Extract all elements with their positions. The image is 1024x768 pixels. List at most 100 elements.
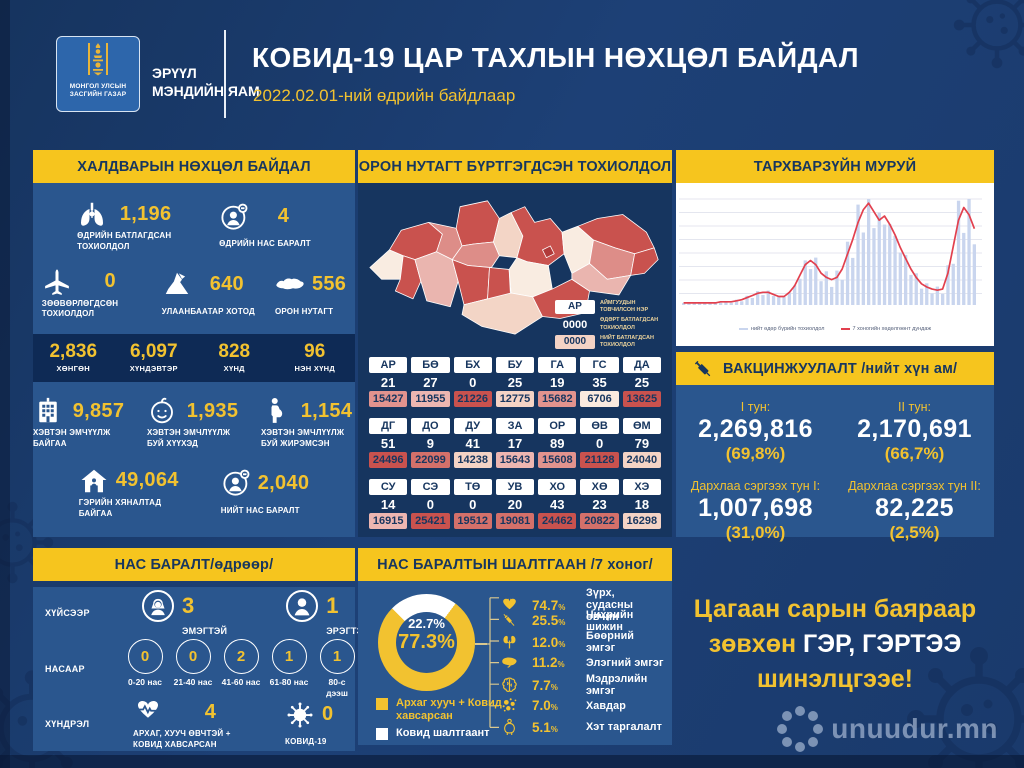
region-total-count: 20822 <box>580 513 619 529</box>
region-abbr: УВ <box>495 479 535 495</box>
region-daily-count: 18 <box>634 497 650 512</box>
region-total-count: 24040 <box>622 452 661 468</box>
severity-label: ХӨНГӨН <box>56 364 91 374</box>
stat-value: 4 <box>204 700 217 723</box>
soyombo-icon <box>88 43 108 76</box>
baby-icon <box>147 396 177 426</box>
age-count: 1 <box>319 639 355 674</box>
region-daily-count: 43 <box>550 497 565 512</box>
left-edge-strip <box>0 0 10 768</box>
region-daily-count: 27 <box>423 375 438 390</box>
dose-percent: (2,5%) <box>889 523 940 542</box>
message-line-1: Цагаан сарын баяраар <box>693 595 977 623</box>
vaccination-grid: I тун: 2,269,816 (69,8%) II тун: 2,170,691 (6… <box>676 385 994 543</box>
severity-value: 828 <box>218 341 251 363</box>
age-group: 0 0-20 нас <box>125 639 165 699</box>
region-abbr: ӨВ <box>580 418 619 434</box>
region-total-count: 19512 <box>453 513 492 529</box>
gender-stats: 3 ЭМЭГТЭЙ 1 ЭРЭГТЭЙ <box>107 589 370 637</box>
cause-bracket <box>484 597 499 728</box>
panel-causes-title: НАС БАРАЛТЫН ШАЛТГААН /7 хоног/ <box>358 548 672 581</box>
cause-label: Хавдар <box>586 699 626 712</box>
liver-icon <box>500 653 519 672</box>
donut-center-values: 22.7% 77.3% <box>378 616 475 653</box>
map-legend: АР АЙМГУУДЫН ТОВЧИЛСОН НЭР 0000 ӨДӨРТ БА… <box>555 300 666 349</box>
region-total-count: 15427 <box>369 391 408 407</box>
dose-count: 2,269,816 <box>698 415 813 443</box>
stat-value: 0 <box>322 703 334 726</box>
stat-label: КОВИД-19 <box>285 737 327 747</box>
region-abbr: ХЭ <box>622 479 661 495</box>
region-row: АР 21 15427 БӨ 27 11955 БХ 0 21226 БУ 25 12775 ГА 19 1… <box>369 357 661 407</box>
lungs-icon <box>77 199 107 229</box>
stat-value: 1,196 <box>119 202 172 225</box>
region-daily-count: 0 <box>469 375 477 390</box>
region-daily-count: 19 <box>550 375 565 390</box>
stat-value: 0 <box>104 270 116 293</box>
age-groups: 0 0-20 нас 0 21-40 нас 2 41-60 нас 1 61-80 нас 1… <box>107 639 357 699</box>
female-icon <box>141 589 175 623</box>
cause-label: Мэдрэлийн эмгэг <box>586 673 648 698</box>
region-cell: ХЭ 18 16298 <box>622 479 661 529</box>
stat-label: ЭМЭГТЭЙ <box>182 625 228 636</box>
region-cell: ДО 9 22099 <box>411 418 450 468</box>
stat: 640 УЛААНБААТАР ХОТОД <box>162 267 255 321</box>
donut-legend: Архаг хууч + Ковид хавсарсан Ковид шалтга… <box>376 697 516 741</box>
donut-legend-item: Архаг хууч + Ковид хавсарсан <box>376 697 516 722</box>
holiday-message: Цагаан сарын баяраар зөвхөн ГЭР, ГЭРТЭЭ … <box>676 592 994 697</box>
vaccination-dose: Дархлаа сэргээх тун I: 1,007,698 (31,0%) <box>676 479 835 543</box>
death-person-icon <box>221 468 251 498</box>
region-cell: ХО 43 24462 <box>538 479 577 529</box>
watermark: unuudur.mn <box>777 706 998 752</box>
region-cell: ГА 19 15682 <box>538 357 577 407</box>
stat-value: 556 <box>311 272 347 295</box>
region-total-count: 16915 <box>369 513 408 529</box>
panel-regions: ОРОН НУТАГТ БҮРТГЭГДСЭН ТОХИОЛДОЛ <box>358 150 672 537</box>
government-logo-text: МОНГОЛ УЛСЫН ЗАСГИЙН ГАЗАР <box>69 83 127 99</box>
age-count: 0 <box>175 639 211 674</box>
stat-value: 9,857 <box>72 399 125 422</box>
region-daily-count: 20 <box>507 497 523 512</box>
cause-row: 12.0% Бөөрний эмгэг <box>500 630 664 654</box>
ministry-name: ЭРҮҮЛ МЭНДИЙН ЯАМ <box>152 65 260 100</box>
death-cause-donut-chart <box>378 594 475 691</box>
brain-icon <box>500 676 519 695</box>
region-daily-count: 41 <box>465 436 480 451</box>
region-cell: ДУ 41 14238 <box>453 418 492 468</box>
message-line-2: зөвхөн ГЭР, ГЭРТЭЭ <box>708 630 962 658</box>
region-daily-count: 79 <box>634 436 650 451</box>
age-range: 0-20 нас <box>128 677 162 687</box>
severity-value: 96 <box>304 341 326 363</box>
cause-row: 74.7% Зүрх, судасны өвчин <box>500 587 664 623</box>
cause-row: 7.7% Мэдрэлийн эмгэг <box>500 673 664 698</box>
stat: 49,064 ГЭРИЙН ХЯНАЛТАД БАЙГАА <box>79 466 179 520</box>
region-abbr: ОР <box>538 418 577 434</box>
region-total-count: 15682 <box>538 391 577 407</box>
monument-icon <box>162 269 192 299</box>
row-label-age: НАСААР <box>45 664 85 675</box>
plane-icon <box>42 267 72 297</box>
age-count: 1 <box>271 639 307 674</box>
stat-label: ГЭРИЙН ХЯНАЛТАД БАЙГАА <box>78 497 162 518</box>
region-daily-count: 9 <box>426 436 435 451</box>
stat-value: 49,064 <box>115 469 179 492</box>
stat-value: 2,040 <box>257 471 310 494</box>
severity-item: 2,836 ХӨНГӨН <box>33 341 114 373</box>
map-legend-total-box: 0000 <box>555 334 595 349</box>
region-abbr: БУ <box>495 357 535 373</box>
region-daily-count: 25 <box>634 375 650 390</box>
stat: 1,196 ӨДРИЙН БАТЛАГДСАН ТОХИОЛДОЛ <box>77 199 177 253</box>
diabetes-icon <box>500 611 519 630</box>
region-daily-count: 25 <box>507 375 523 390</box>
donut-hole <box>396 612 457 673</box>
severity-strip: 2,836 ХӨНГӨН 6,097 ХҮНДЭВТЭР 828 ХҮНД 96 НЭН ХҮ… <box>33 334 355 383</box>
region-row: СУ 14 16915 СЭ 0 25421 ТӨ 0 19512 УВ 20 19081 ХО 43 24… <box>369 479 661 529</box>
age-group: 1 80-с дээш <box>317 639 357 699</box>
home-icon <box>79 466 109 496</box>
region-daily-count: 14 <box>380 497 396 512</box>
legend-label: Ковид шалтгаант <box>396 727 490 740</box>
region-abbr: ӨМ <box>622 418 661 434</box>
region-cell: ЗА 17 15643 <box>495 418 535 468</box>
region-cell: БХ 0 21226 <box>453 357 492 407</box>
region-total-count: 19081 <box>495 513 535 529</box>
